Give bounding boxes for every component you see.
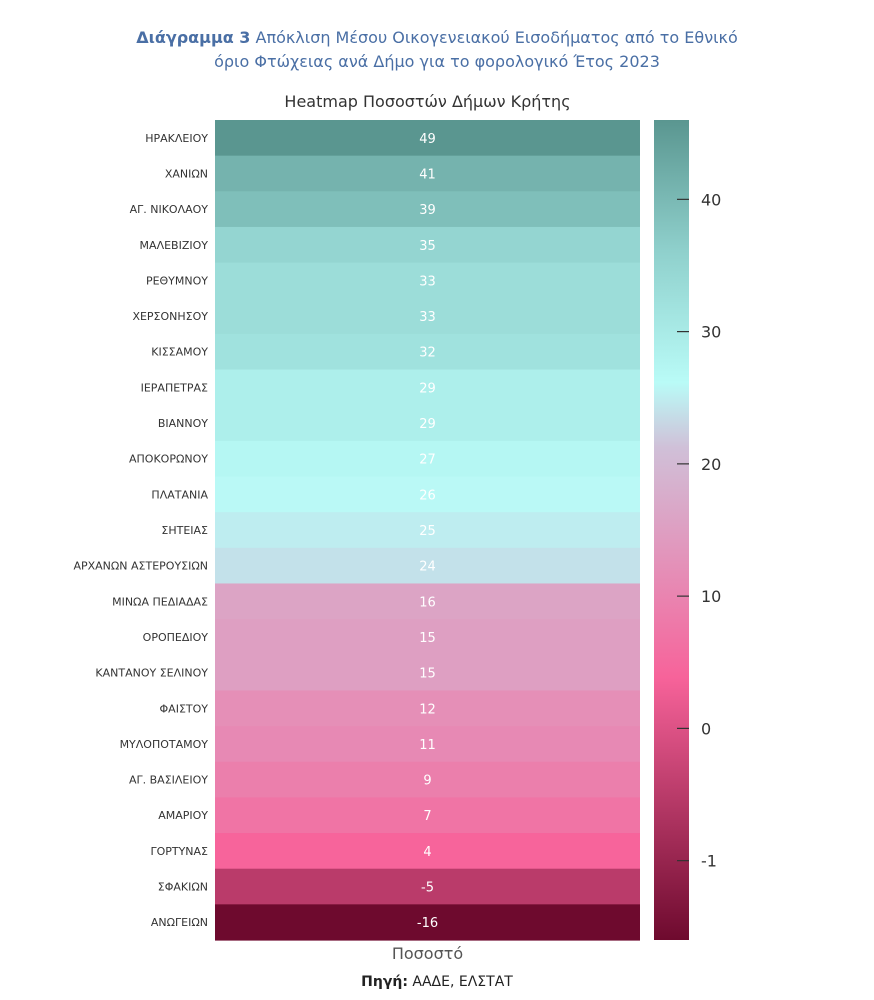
row-label: ΜΙΝΩΑ ΠΕΔΙΑΔΑΣ	[112, 595, 208, 608]
cell-value-label: 41	[419, 167, 436, 182]
heatmap-cell	[215, 226, 640, 264]
cell-value-label: 27	[419, 453, 436, 468]
row-label: ΑΓ. ΒΑΣΙΛΕΙΟΥ	[129, 774, 208, 787]
cell-value-label: 49	[419, 132, 436, 147]
cell-value-label: 16	[419, 595, 436, 610]
cell-value-label: 29	[419, 417, 436, 432]
heatmap-cell	[215, 405, 640, 442]
row-label: ΧΑΝΙΩΝ	[165, 167, 208, 180]
colorbar-tick-label: 30	[701, 323, 721, 342]
cell-value-label: 9	[423, 774, 431, 789]
cell-value-label: 7	[423, 809, 431, 824]
cell-value-label: 26	[419, 488, 436, 503]
heatmap-cell	[215, 833, 640, 870]
cell-value-label: 15	[419, 631, 436, 646]
heatmap-cell	[215, 690, 640, 727]
row-label: ΑΝΩΓΕΙΩΝ	[151, 916, 208, 929]
row-label: ΚΙΣΣΑΜΟΥ	[151, 346, 208, 359]
caption-line-1: Διάγραμμα 3 Απόκλιση Μέσου Οικογενειακού…	[0, 26, 874, 50]
cell-value-label: 15	[419, 667, 436, 682]
heatmap-cell	[215, 369, 640, 406]
heatmap-cell	[215, 797, 640, 834]
heatmap-cell	[215, 868, 640, 905]
heatmap-cell	[215, 512, 640, 549]
colorbar-tick-label: 40	[701, 190, 721, 209]
heatmap-cell	[215, 298, 640, 335]
cell-value-label: 33	[419, 274, 436, 289]
heatmap-cell	[215, 547, 640, 585]
row-label: ΑΓ. ΝΙΚΟΛΑΟΥ	[130, 203, 209, 216]
chart-title: Heatmap Ποσοστών Δήμων Κρήτης	[284, 92, 571, 111]
caption-text-1: Απόκλιση Μέσου Οικογενειακού Εισοδήματος…	[250, 28, 738, 47]
cell-value-label: 29	[419, 381, 436, 396]
heatmap-cell	[215, 333, 640, 371]
row-label: ΙΕΡΑΠΕΤΡΑΣ	[141, 381, 208, 394]
row-label: ΧΕΡΣΟΝΗΣΟΥ	[132, 310, 208, 323]
caption-lead: Διάγραμμα 3	[136, 28, 251, 47]
heatmap-cells	[215, 120, 640, 941]
row-label: ΑΡΧΑΝΩΝ ΑΣΤΕΡΟΥΣΙΩΝ	[73, 560, 208, 573]
cell-value-label: 4	[423, 845, 431, 860]
heatmap-cell	[215, 191, 640, 228]
cell-value-label: 35	[419, 239, 436, 254]
cell-value-label: -16	[417, 916, 438, 931]
row-label: ΜΑΛΕΒΙΖΙΟΥ	[140, 239, 209, 252]
source-note: Πηγή: ΑΑΔΕ, ΕΛΣΤΑΤ	[0, 974, 874, 990]
heatmap-cell	[215, 476, 640, 513]
colorbar-tick-label: 0	[701, 719, 711, 738]
cell-value-label: 25	[419, 524, 436, 539]
cell-value-label: 12	[419, 702, 436, 717]
row-label: ΠΛΑΤΑΝΙΑ	[151, 488, 208, 501]
colorbar-ticks: 40 30 20 10 0 -1	[677, 190, 721, 871]
row-label: ΜΥΛΟΠΟΤΑΜΟΥ	[120, 738, 209, 751]
x-axis-label: Ποσοστό	[391, 944, 464, 963]
figure-caption: Διάγραμμα 3 Απόκλιση Μέσου Οικογενειακού…	[0, 26, 874, 74]
cell-value-labels: 49 41 39 35 33 33 32 29 29 27 26 25 24 16 15 15 12 11 9 7 4 -…	[417, 132, 438, 931]
heatmap-cell	[215, 726, 640, 763]
cell-value-label: 11	[419, 738, 436, 753]
row-label: ΓΟΡΤΥΝΑΣ	[150, 845, 208, 858]
heatmap-cell	[215, 583, 640, 620]
row-label: ΣΗΤΕΙΑΣ	[161, 524, 208, 537]
cell-value-label: 32	[419, 346, 436, 361]
cell-value-label: 39	[419, 203, 436, 218]
cell-value-label: 33	[419, 310, 436, 325]
cell-value-label: 24	[419, 560, 436, 575]
source-text: ΑΑΔΕ, ΕΛΣΤΑΤ	[407, 974, 513, 990]
row-label: ΟΡΟΠΕΔΙΟΥ	[143, 631, 209, 644]
heatmap-cell	[215, 654, 640, 692]
heatmap-cell	[215, 440, 640, 478]
heatmap-cell	[215, 155, 640, 192]
row-label: ΒΙΑΝΝΟΥ	[158, 417, 208, 430]
colorbar-tick-label: 10	[701, 587, 721, 606]
row-label: ΚΑΝΤΑΝΟΥ ΣΕΛΙΝΟΥ	[95, 667, 208, 680]
row-labels: ΗΡΑΚΛΕΙΟΥ ΧΑΝΙΩΝ ΑΓ. ΝΙΚΟΛΑΟΥ ΜΑΛΕΒΙΖΙΟΥ ΡΕΘ…	[73, 132, 208, 929]
row-label: ΑΜΑΡΙΟΥ	[158, 809, 208, 822]
colorbar-tick-label: 20	[701, 455, 721, 474]
heatmap-cell	[215, 904, 640, 941]
row-label: ΗΡΑΚΛΕΙΟΥ	[145, 132, 208, 145]
cell-value-label: -5	[421, 881, 434, 896]
heatmap-cell	[215, 619, 640, 656]
heatmap-cell	[215, 761, 640, 798]
colorbar	[654, 120, 689, 940]
heatmap-cell	[215, 120, 640, 157]
row-label: ΡΕΘΥΜΝΟΥ	[146, 274, 208, 287]
row-label: ΑΠΟΚΟΡΩΝΟΥ	[129, 453, 208, 466]
heatmap-cell	[215, 262, 640, 299]
source-label: Πηγή:	[361, 974, 408, 990]
caption-line-2: όριο Φτώχειας ανά Δήμο για το φορολογικό…	[214, 52, 660, 71]
colorbar-tick-label: -1	[701, 852, 717, 871]
row-label: ΦΑΙΣΤΟΥ	[160, 702, 209, 715]
row-label: ΣΦΑΚΙΩΝ	[158, 881, 208, 894]
